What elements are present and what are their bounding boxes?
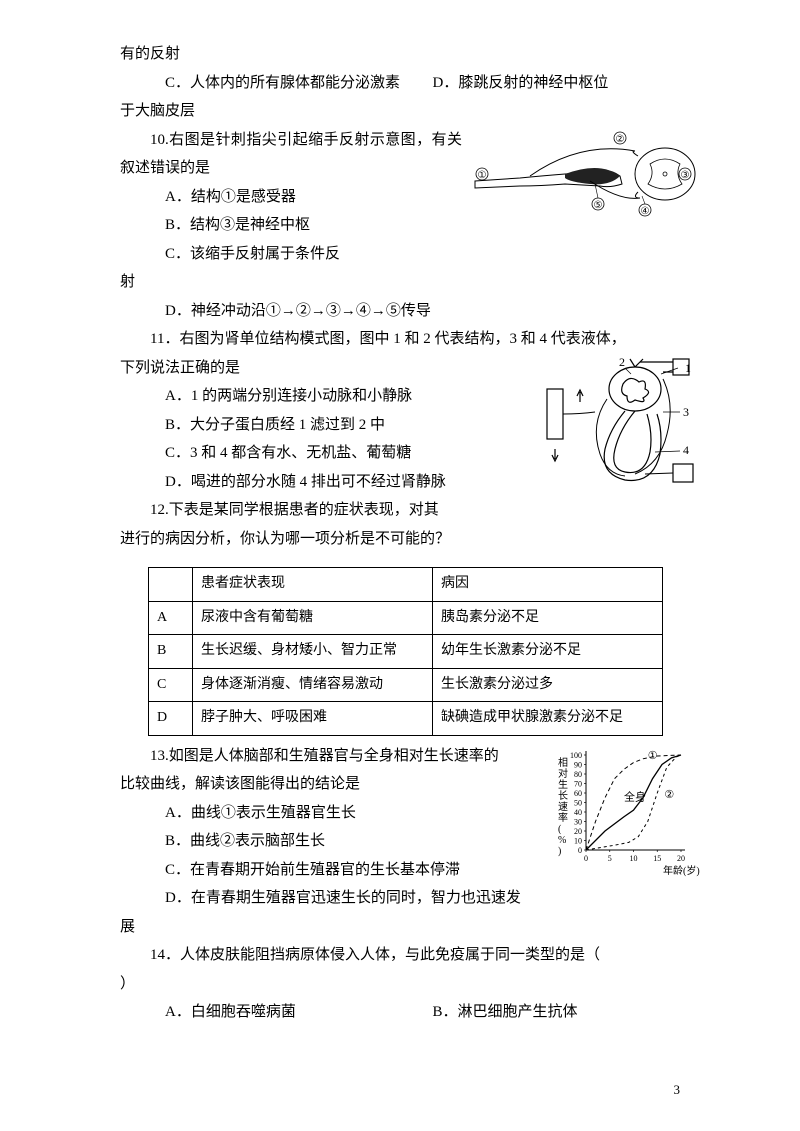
orphan-optC: C．人体内的所有腺体都能分泌激素 bbox=[120, 69, 433, 98]
svg-text:70: 70 bbox=[574, 779, 582, 788]
q14-stem-close: ） bbox=[120, 970, 700, 999]
table-row: C 身体逐渐消瘦、情绪容易激动 生长激素分泌过多 bbox=[149, 668, 663, 702]
svg-text:80: 80 bbox=[574, 770, 582, 779]
q11-figure: 1 2 3 4 bbox=[535, 354, 700, 494]
table-header-2: 病因 bbox=[433, 568, 663, 602]
q14-stem: 14．人体皮肤能阻挡病原体侵入人体，与此免疫属于同一类型的是（ bbox=[120, 941, 700, 970]
svg-text:10: 10 bbox=[630, 854, 638, 863]
svg-text:⑤: ⑤ bbox=[594, 200, 603, 211]
q12-stem2: 进行的病因分析，你认为哪一项分析是不可能的？ bbox=[120, 525, 700, 554]
table-row: A 尿液中含有葡萄糖 胰岛素分泌不足 bbox=[149, 601, 663, 635]
svg-text:20: 20 bbox=[574, 827, 582, 836]
svg-text:%: % bbox=[558, 835, 566, 846]
svg-text:1: 1 bbox=[685, 361, 691, 375]
svg-text:0: 0 bbox=[578, 846, 582, 855]
svg-text:①: ① bbox=[478, 170, 487, 181]
svg-text:20: 20 bbox=[677, 854, 685, 863]
svg-text:③: ③ bbox=[681, 170, 690, 181]
svg-text:长: 长 bbox=[558, 790, 568, 802]
table-row: B 生长迟缓、身材矮小、智力正常 幼年生长激素分泌不足 bbox=[149, 635, 663, 669]
svg-text:30: 30 bbox=[574, 817, 582, 826]
svg-text:10: 10 bbox=[574, 836, 582, 845]
orphan-line1: 有的反射 bbox=[120, 40, 700, 69]
svg-text:速: 速 bbox=[558, 801, 568, 813]
svg-text:全身: 全身 bbox=[624, 790, 646, 804]
svg-text:5: 5 bbox=[608, 854, 612, 863]
orphan-line3: 于大脑皮层 bbox=[120, 97, 700, 126]
q10-optD: D．神经冲动沿①→②→③→④→⑤传导 bbox=[120, 297, 700, 326]
q10-figure: ① ② ③ ④ ⑤ bbox=[470, 126, 700, 221]
svg-text:2: 2 bbox=[619, 355, 625, 369]
svg-text:100: 100 bbox=[570, 751, 582, 760]
svg-text:④: ④ bbox=[641, 206, 650, 217]
svg-text:生: 生 bbox=[558, 778, 568, 791]
q10-optC-a: C．该缩手反射属于条件反 bbox=[120, 240, 700, 269]
q11-stem1: 11．右图为肾单位结构模式图，图中 1 和 2 代表结构，3 和 4 代表液体， bbox=[120, 325, 700, 354]
q12-stem1: 12.下表是某同学根据患者的症状表现，对其 bbox=[120, 496, 700, 525]
svg-text:3: 3 bbox=[683, 405, 689, 419]
q13-optD-b: 展 bbox=[120, 913, 700, 942]
svg-text:率: 率 bbox=[558, 811, 568, 824]
svg-text:): ) bbox=[558, 846, 561, 857]
svg-text:40: 40 bbox=[574, 808, 582, 817]
page-number: 3 bbox=[674, 1078, 681, 1103]
svg-text:4: 4 bbox=[683, 443, 689, 457]
svg-text:相: 相 bbox=[558, 756, 568, 769]
table-header-1: 患者症状表现 bbox=[193, 568, 433, 602]
svg-text:(: ( bbox=[558, 824, 562, 835]
svg-text:②: ② bbox=[664, 789, 674, 801]
table-header-0 bbox=[149, 568, 193, 602]
q12-table: 患者症状表现 病因 A 尿液中含有葡萄糖 胰岛素分泌不足 B 生长迟缓、身材矮小… bbox=[148, 567, 663, 736]
q10-optC-b: 射 bbox=[120, 268, 700, 297]
svg-text:0: 0 bbox=[584, 854, 588, 863]
q13-optD-a: D．在青春期生殖器官迅速生长的同时，智力也迅速发 bbox=[120, 884, 700, 913]
svg-text:60: 60 bbox=[574, 789, 582, 798]
table-row: D 脖子肿大、呼吸困难 缺碘造成甲状腺激素分泌不足 bbox=[149, 702, 663, 736]
svg-text:年龄(岁): 年龄(岁) bbox=[663, 864, 700, 877]
svg-text:90: 90 bbox=[574, 760, 582, 769]
svg-text:②: ② bbox=[616, 134, 625, 145]
orphan-optD: D．膝跳反射的神经中枢位 bbox=[433, 69, 701, 98]
svg-text:50: 50 bbox=[574, 798, 582, 807]
svg-text:对: 对 bbox=[558, 767, 568, 780]
q14-optA: A．白细胞吞噬病菌 bbox=[120, 998, 433, 1027]
svg-text:15: 15 bbox=[653, 854, 661, 863]
svg-text:①: ① bbox=[648, 750, 658, 762]
q14-optB: B．淋巴细胞产生抗体 bbox=[433, 998, 701, 1027]
q13-figure: 010203040506070809010005101520相对生长速率(%)年… bbox=[550, 742, 700, 877]
